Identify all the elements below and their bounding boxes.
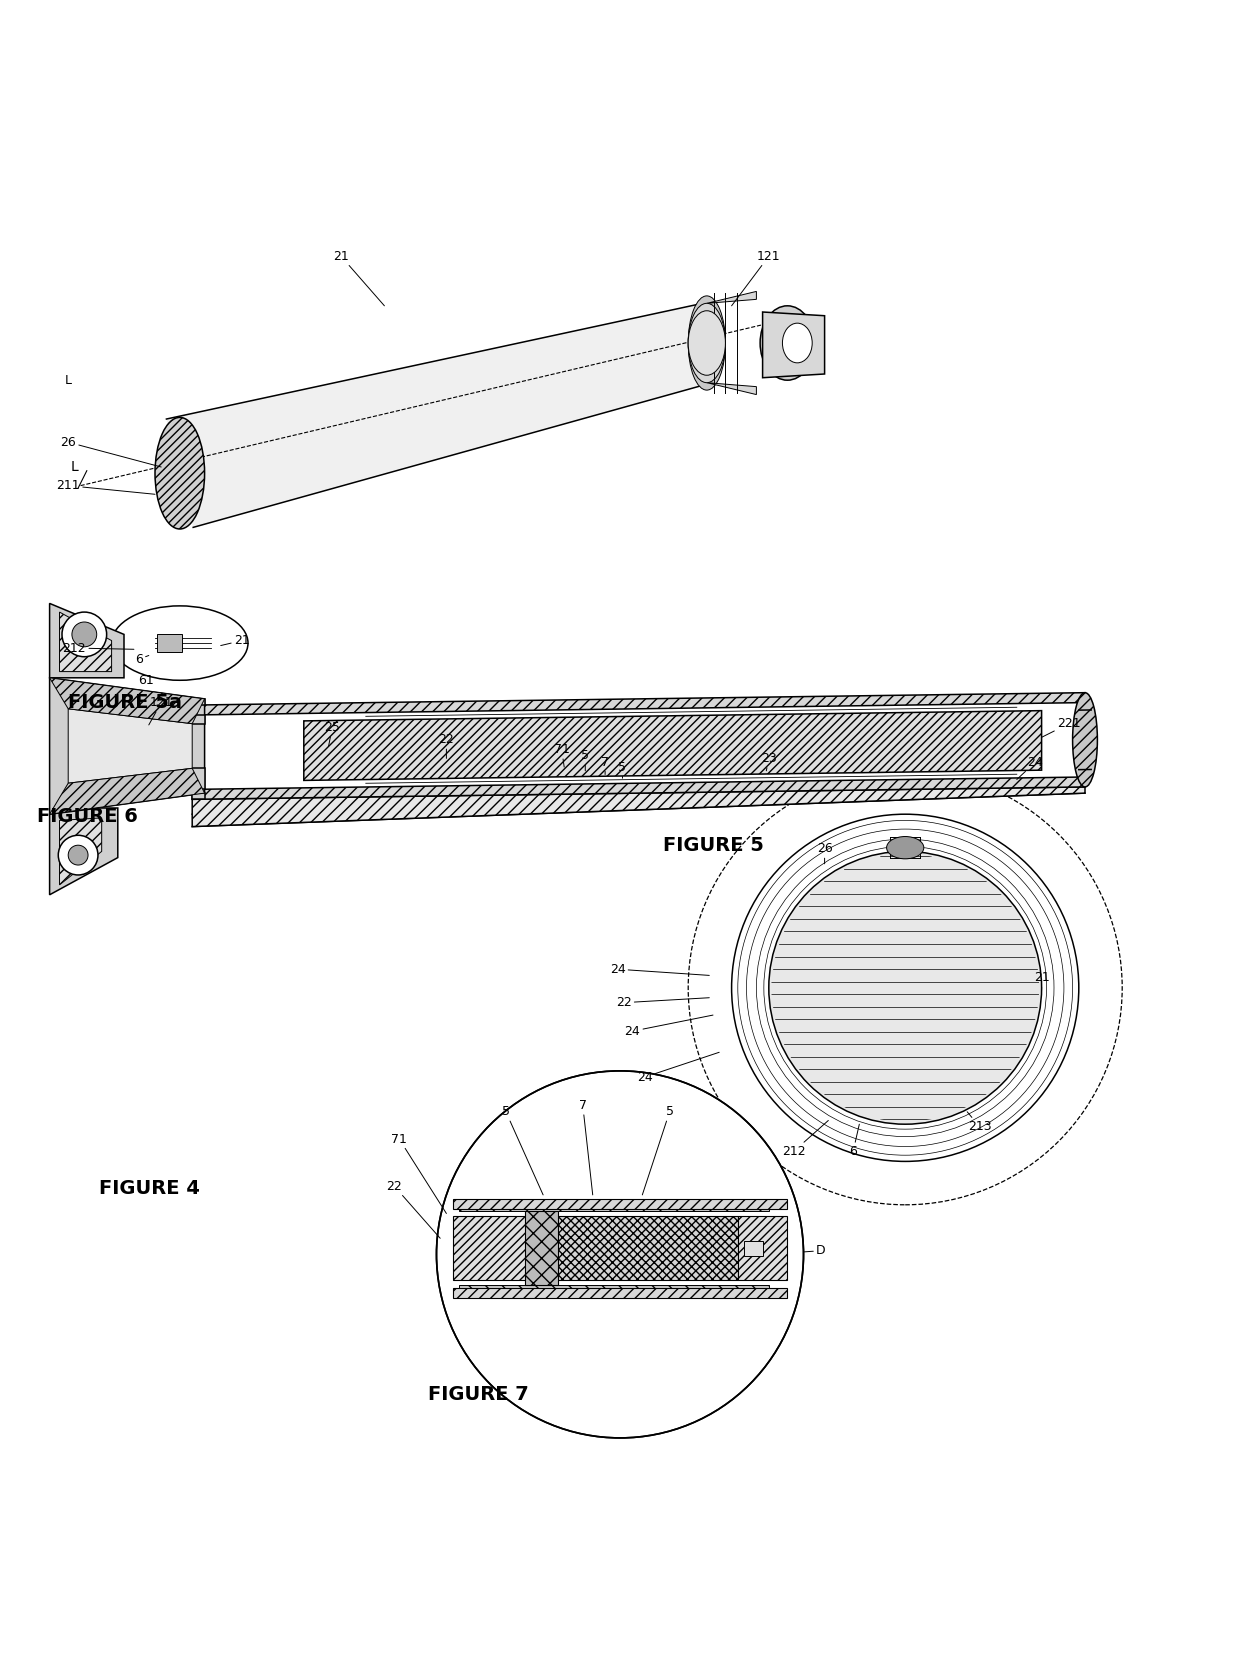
Text: 71: 71 xyxy=(392,1133,446,1213)
Ellipse shape xyxy=(112,606,248,680)
Ellipse shape xyxy=(688,310,725,376)
Text: 71: 71 xyxy=(554,743,569,767)
Circle shape xyxy=(769,851,1042,1124)
Text: 26: 26 xyxy=(61,436,161,466)
Text: 212: 212 xyxy=(62,641,134,654)
Text: 213: 213 xyxy=(967,1113,992,1133)
Polygon shape xyxy=(763,312,825,378)
Polygon shape xyxy=(60,612,112,671)
Text: 24: 24 xyxy=(637,1052,719,1084)
Polygon shape xyxy=(50,678,205,723)
Polygon shape xyxy=(738,1217,787,1280)
Ellipse shape xyxy=(887,837,924,859)
Polygon shape xyxy=(60,817,102,884)
Ellipse shape xyxy=(760,305,815,381)
Text: 221: 221 xyxy=(1042,717,1081,737)
Text: 24: 24 xyxy=(1017,755,1043,780)
Bar xyxy=(157,634,182,651)
Polygon shape xyxy=(453,1289,787,1297)
Text: 22: 22 xyxy=(387,1180,440,1238)
Text: FIGURE 7: FIGURE 7 xyxy=(428,1384,528,1404)
Circle shape xyxy=(58,836,98,874)
Circle shape xyxy=(72,623,97,646)
Text: FIGURE 4: FIGURE 4 xyxy=(99,1180,200,1198)
Circle shape xyxy=(68,846,88,866)
Text: 22: 22 xyxy=(439,733,454,758)
Polygon shape xyxy=(453,1198,787,1208)
Text: 6: 6 xyxy=(849,1124,859,1158)
Polygon shape xyxy=(192,787,1085,827)
Text: 7: 7 xyxy=(579,1099,593,1195)
Text: D: D xyxy=(804,1243,826,1257)
Circle shape xyxy=(62,612,107,656)
Text: 212: 212 xyxy=(781,1121,828,1158)
Ellipse shape xyxy=(688,295,725,389)
Polygon shape xyxy=(50,604,124,678)
Polygon shape xyxy=(192,777,1085,799)
Circle shape xyxy=(436,1071,804,1438)
Polygon shape xyxy=(525,1212,558,1285)
Text: FIGURE 5a: FIGURE 5a xyxy=(68,693,182,711)
Text: FIGURE 6: FIGURE 6 xyxy=(37,807,138,826)
Ellipse shape xyxy=(782,324,812,362)
Polygon shape xyxy=(50,769,205,814)
Text: 26: 26 xyxy=(817,842,832,864)
Polygon shape xyxy=(50,809,118,894)
Text: 25: 25 xyxy=(325,722,340,747)
Text: 24: 24 xyxy=(625,1015,713,1037)
Text: L: L xyxy=(64,374,72,386)
Polygon shape xyxy=(459,1208,769,1212)
Polygon shape xyxy=(50,678,205,814)
Text: 5: 5 xyxy=(582,750,589,770)
Text: 22: 22 xyxy=(616,997,709,1008)
Text: 121: 121 xyxy=(732,250,781,305)
Polygon shape xyxy=(304,711,1042,780)
Ellipse shape xyxy=(1073,693,1097,787)
Polygon shape xyxy=(192,693,1085,715)
Text: 61: 61 xyxy=(139,675,154,686)
Text: 21: 21 xyxy=(334,250,384,305)
Text: 121: 121 xyxy=(149,696,174,725)
Text: 5: 5 xyxy=(502,1106,543,1195)
Text: 211: 211 xyxy=(56,480,155,495)
Polygon shape xyxy=(707,383,756,394)
Text: 6: 6 xyxy=(135,653,149,666)
Text: 5: 5 xyxy=(642,1106,673,1195)
Bar xyxy=(744,1240,763,1255)
Circle shape xyxy=(732,814,1079,1161)
Text: 23: 23 xyxy=(761,752,776,770)
Ellipse shape xyxy=(688,304,725,383)
Polygon shape xyxy=(192,769,205,799)
Text: 21: 21 xyxy=(1034,972,1049,990)
Text: 21: 21 xyxy=(221,634,249,648)
Polygon shape xyxy=(707,292,756,304)
Polygon shape xyxy=(166,304,717,527)
Polygon shape xyxy=(68,708,192,784)
Text: 7: 7 xyxy=(601,755,609,775)
Text: 24: 24 xyxy=(610,963,709,975)
Polygon shape xyxy=(552,1217,738,1280)
Ellipse shape xyxy=(155,418,205,529)
Polygon shape xyxy=(453,1217,552,1280)
Polygon shape xyxy=(192,703,1085,789)
Polygon shape xyxy=(192,698,205,723)
Text: L: L xyxy=(71,460,78,473)
Polygon shape xyxy=(459,1285,769,1289)
Text: FIGURE 5: FIGURE 5 xyxy=(663,836,764,854)
Text: 5: 5 xyxy=(619,760,626,779)
